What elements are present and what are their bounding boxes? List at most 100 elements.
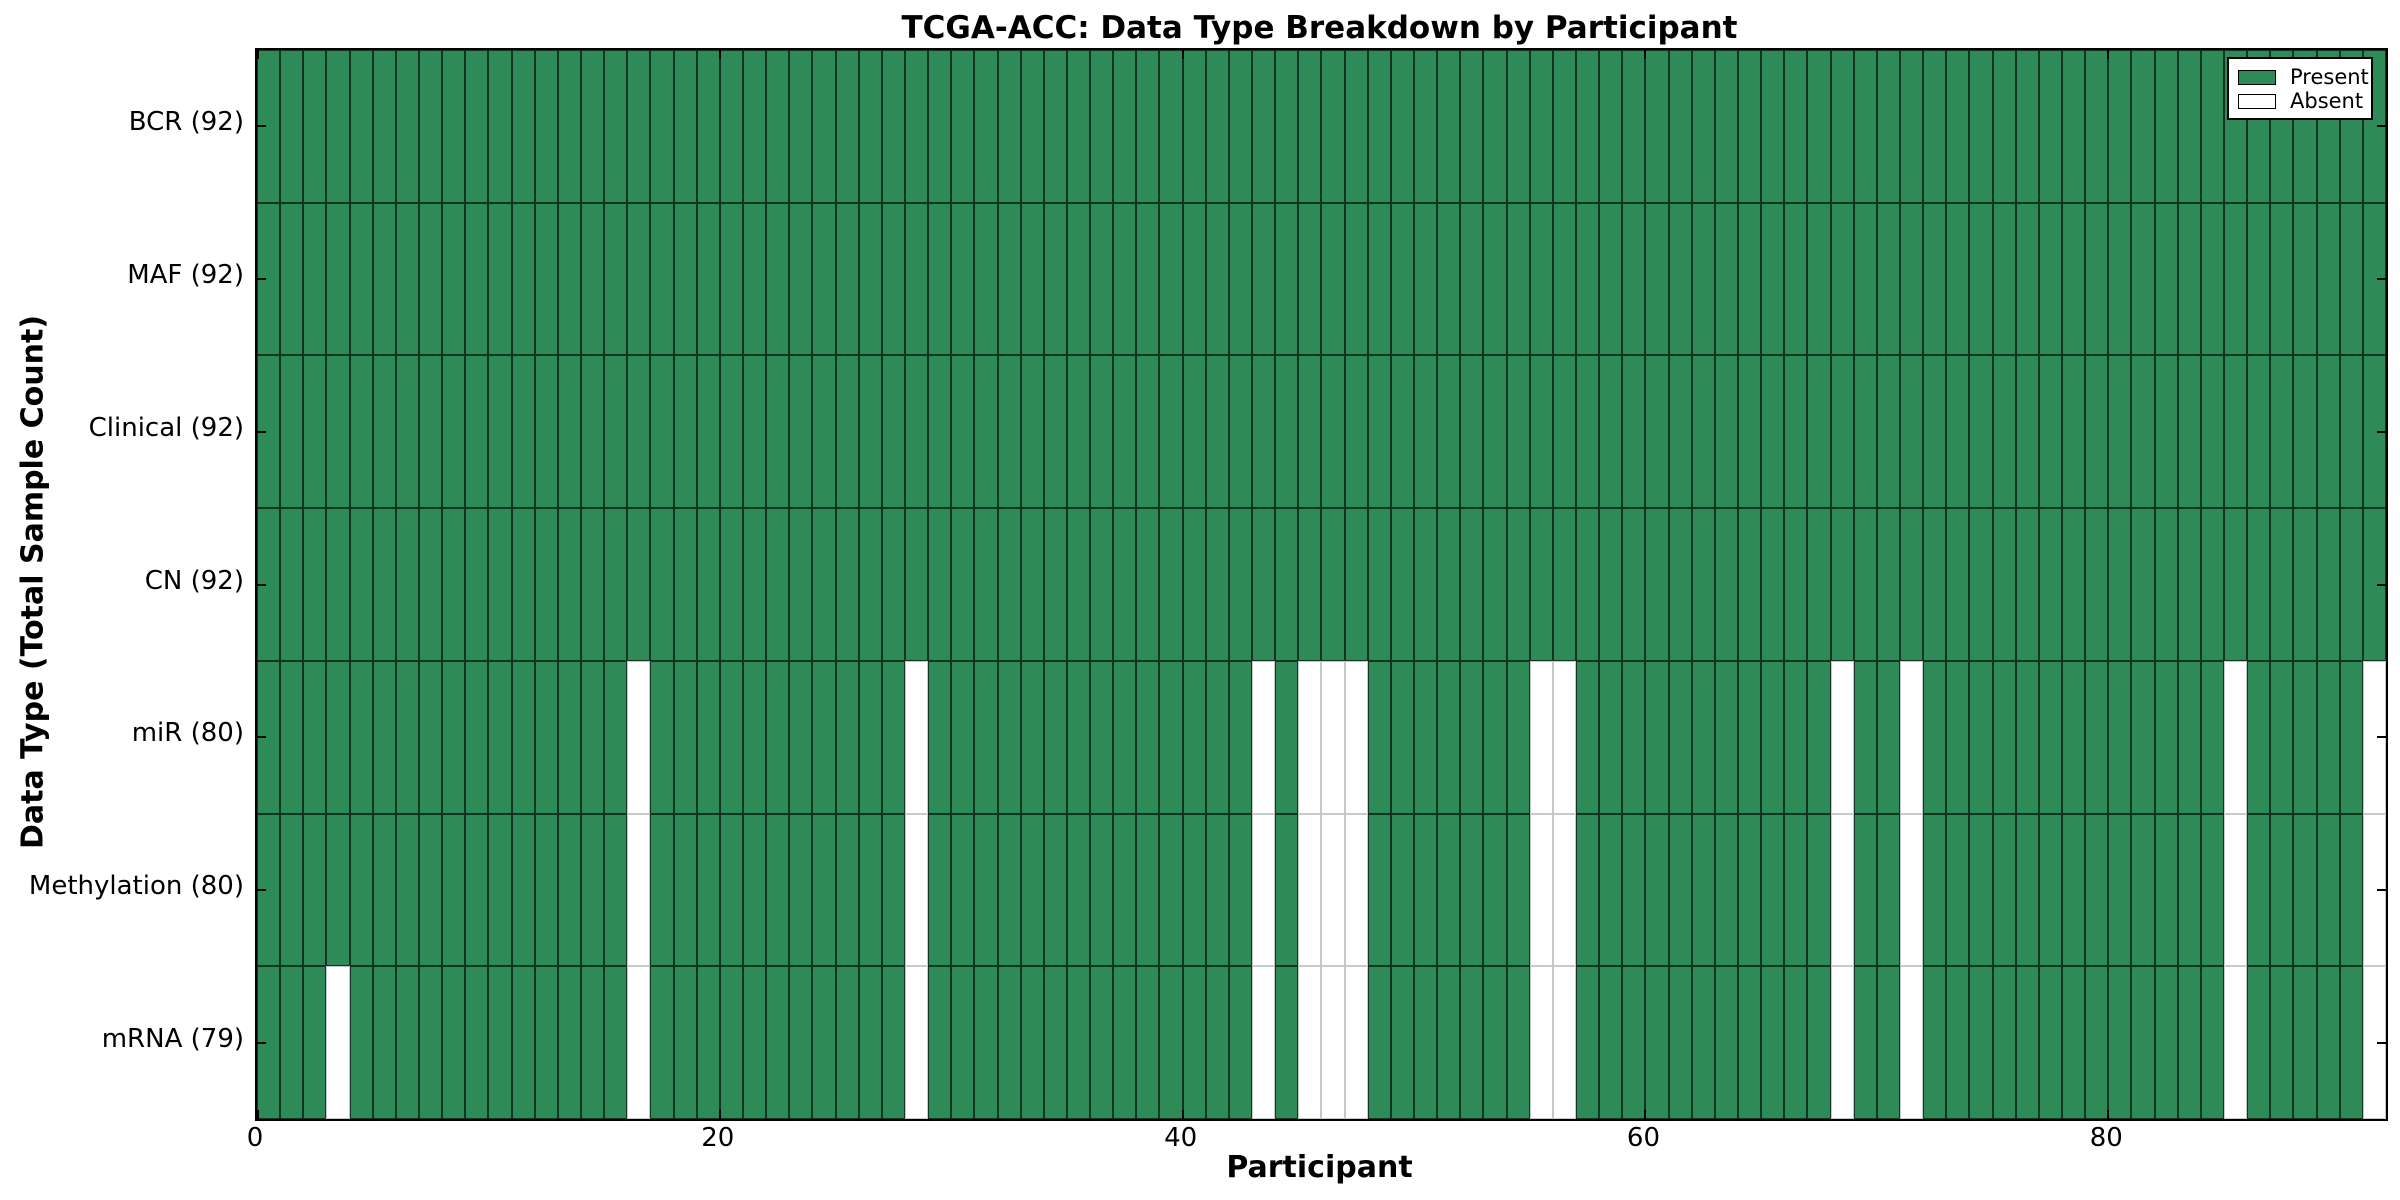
cell-present	[1437, 355, 1461, 509]
cell-present	[511, 966, 535, 1120]
cell-present	[997, 660, 1021, 814]
cell-present	[1853, 966, 1877, 1120]
cell-present	[1066, 202, 1091, 356]
cell-present	[2177, 508, 2201, 661]
cell-present	[928, 813, 952, 967]
cell-present	[1252, 50, 1276, 203]
cell-present	[1969, 202, 1993, 356]
cell-present	[1645, 660, 1669, 814]
cell-present	[1090, 966, 1114, 1120]
cell-present	[1714, 50, 1738, 203]
cell-present	[349, 813, 373, 967]
cell-present	[1645, 966, 1669, 1120]
cell-present	[1066, 966, 1091, 1120]
cell-present	[442, 355, 466, 509]
chart-title: TCGA-ACC: Data Type Breakdown by Partici…	[901, 10, 1738, 46]
cell-present	[2131, 50, 2155, 203]
cell-present	[1876, 966, 1900, 1120]
cell-present	[928, 508, 952, 661]
cell-present	[1228, 202, 1253, 356]
cell-present	[1090, 355, 1114, 509]
cell-present	[1622, 660, 1646, 814]
cell-present	[1367, 508, 1391, 661]
cell-present	[2108, 50, 2132, 203]
tick-mark	[257, 736, 266, 738]
cell-present	[580, 202, 605, 356]
cell-present	[2108, 813, 2132, 967]
cell-present	[349, 966, 373, 1120]
cell-present	[1043, 355, 1067, 509]
cell-present	[2061, 508, 2086, 661]
cell-present	[1113, 660, 1137, 814]
cell-present	[1414, 508, 1438, 661]
cell-present	[1506, 966, 1530, 1120]
cell-present	[1460, 355, 1484, 509]
heatmap-row-Methylation	[257, 813, 2386, 967]
cell-present	[858, 508, 882, 661]
cell-present	[1460, 202, 1484, 356]
cell-present	[1506, 508, 1530, 661]
cell-present	[488, 508, 512, 661]
cell-present	[2200, 202, 2224, 356]
cell-present	[1599, 355, 1623, 509]
cell-present	[2247, 966, 2271, 1120]
cell-present	[2015, 508, 2039, 661]
cell-absent	[1344, 966, 1368, 1120]
cell-present	[303, 813, 327, 967]
cell-present	[1066, 660, 1091, 814]
cell-present	[2177, 660, 2201, 814]
cell-present	[1066, 355, 1091, 509]
cell-present	[1552, 508, 1577, 661]
cell-present	[2015, 660, 2039, 814]
cell-present	[280, 355, 304, 509]
cell-present	[1275, 355, 1299, 509]
cell-present	[789, 660, 813, 814]
cell-present	[604, 813, 628, 967]
cell-present	[349, 202, 373, 356]
cell-present	[1367, 202, 1391, 356]
cell-present	[974, 508, 998, 661]
cell-present	[1830, 202, 1854, 356]
cell-present	[1159, 202, 1183, 356]
tick-mark	[2377, 278, 2386, 280]
cell-present	[1367, 966, 1391, 1120]
cell-present	[1367, 813, 1391, 967]
cell-present	[604, 50, 628, 203]
tick-mark	[257, 1042, 266, 1044]
x-tick-label: 20	[701, 1123, 735, 1153]
cell-present	[1876, 202, 1900, 356]
cell-present	[280, 508, 304, 661]
cell-present	[1390, 813, 1415, 967]
cell-present	[488, 813, 512, 967]
cell-present	[1529, 508, 1553, 661]
cell-present	[2131, 508, 2155, 661]
cell-absent	[1321, 813, 1345, 967]
cell-present	[1830, 50, 1854, 203]
cell-present	[1576, 50, 1600, 203]
cell-present	[974, 355, 998, 509]
cell-present	[280, 813, 304, 967]
cell-present	[1876, 50, 1900, 203]
cell-present	[1043, 508, 1067, 661]
cell-present	[465, 508, 489, 661]
legend-label: Absent	[2290, 89, 2364, 113]
cell-present	[1622, 50, 1646, 203]
cell-present	[1714, 813, 1738, 967]
cell-present	[1136, 202, 1160, 356]
cell-present	[1043, 966, 1067, 1120]
cell-present	[395, 508, 419, 661]
cell-present	[580, 50, 605, 203]
cell-present	[580, 660, 605, 814]
cell-present	[1807, 50, 1831, 203]
cell-present	[742, 50, 767, 203]
cell-present	[1738, 813, 1762, 967]
tick-mark	[257, 431, 266, 433]
cell-present	[442, 813, 466, 967]
cell-present	[1923, 813, 1947, 967]
cell-present	[1321, 50, 1345, 203]
cell-present	[1969, 355, 1993, 509]
cell-present	[2038, 202, 2062, 356]
cell-present	[1645, 813, 1669, 967]
cell-absent	[627, 660, 651, 814]
plot-area	[255, 48, 2388, 1121]
